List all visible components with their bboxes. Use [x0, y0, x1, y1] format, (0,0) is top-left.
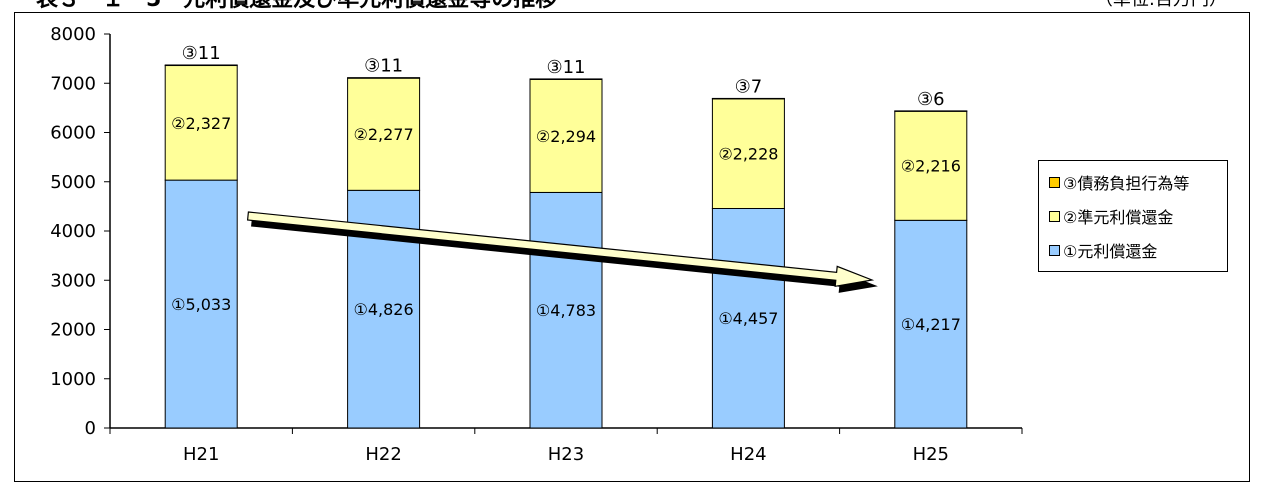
chart-title: 表３－１－5 元利償還金及び準元利償還金等の推移	[36, 0, 557, 12]
bar-segment-series3-H24	[711, 97, 785, 100]
bar-segment-series2-H22	[347, 77, 421, 191]
bar-segment-series1-H25	[894, 219, 968, 429]
legend-label-series1: ①元利償還金	[1063, 242, 1158, 261]
bar-segment-series3-H25	[894, 110, 968, 112]
x-tick-label: H24	[730, 444, 766, 465]
bar-segment-series1-H24	[711, 207, 785, 429]
data-label-series2: ②2,228	[718, 145, 778, 164]
legend-swatch-series2	[1049, 210, 1060, 222]
bar-segment-series3-H22	[347, 77, 421, 79]
trend-arrow-layer	[246, 211, 878, 293]
y-tick-label: 2000	[50, 320, 96, 341]
y-tick-label: 7000	[50, 73, 96, 94]
data-label-series1: ①4,826	[354, 300, 414, 319]
data-label-series1: ①4,457	[718, 309, 778, 328]
bar-segment-series3-H21	[164, 64, 238, 67]
bar-segment-series3-H23	[529, 78, 603, 80]
y-tick-label: 6000	[50, 123, 96, 144]
x-tick-label: H25	[913, 444, 949, 465]
legend-swatch-series3	[1049, 176, 1060, 188]
data-label-series1: ①4,217	[901, 315, 961, 334]
y-tick-label: 8000	[50, 24, 96, 45]
x-tick-label: H22	[365, 444, 401, 465]
bar-segment-series2-H24	[711, 98, 785, 209]
y-tick-label: 5000	[50, 172, 96, 193]
data-label-series1: ①5,033	[171, 295, 231, 314]
y-tick-label: 0	[85, 418, 96, 439]
bar-segment-series2-H23	[529, 78, 603, 193]
y-tick-label: 1000	[50, 369, 96, 390]
data-label-series3: ③7	[735, 76, 763, 97]
unit-note: （単位:百万円）	[1095, 0, 1227, 12]
data-label-series3: ③11	[182, 43, 221, 64]
legend-swatch-series1	[1049, 244, 1060, 256]
data-label-series2: ②2,216	[901, 157, 961, 176]
bar-segment-series2-H25	[894, 110, 968, 221]
y-tick-label: 4000	[50, 221, 96, 242]
trend-arrow	[246, 211, 875, 288]
legend-item-series1: ①元利償還金	[1049, 239, 1157, 261]
legend-item-series2: ②準元利償還金	[1049, 205, 1173, 227]
bar-segment-series2-H21	[164, 65, 238, 181]
data-label-series3: ③11	[546, 57, 585, 78]
x-tick-label: H21	[183, 444, 219, 465]
data-label-series2: ②2,277	[354, 125, 414, 144]
data-labels: H21 ①5,033 ②2,327 ③11 H22 ①4,826 ②2,277 ③11 H23 ①…	[171, 43, 961, 465]
data-label-series3: ③6	[917, 89, 945, 110]
x-tick-label: H23	[548, 444, 584, 465]
bar-segment-series1-H21	[164, 179, 238, 429]
title-strip: 表３－１－5 元利償還金及び準元利償還金等の推移 （単位:百万円）	[0, 0, 1263, 12]
legend: ③債務負担行為等 ②準元利償還金 ①元利償還金	[1038, 160, 1228, 272]
y-tick-label: 3000	[50, 270, 96, 291]
legend-item-series3: ③債務負担行為等	[1049, 171, 1189, 193]
legend-label-series2: ②準元利償還金	[1063, 208, 1174, 227]
data-label-series3: ③11	[364, 56, 403, 77]
data-label-series2: ②2,327	[171, 114, 231, 133]
axes: 0 1000 2000 3000 4000 5000 6000 7000 8000	[50, 24, 1023, 439]
legend-label-series3: ③債務負担行為等	[1063, 174, 1190, 193]
data-label-series2: ②2,294	[536, 127, 596, 146]
data-label-series1: ①4,783	[536, 301, 596, 320]
bars	[164, 64, 968, 429]
